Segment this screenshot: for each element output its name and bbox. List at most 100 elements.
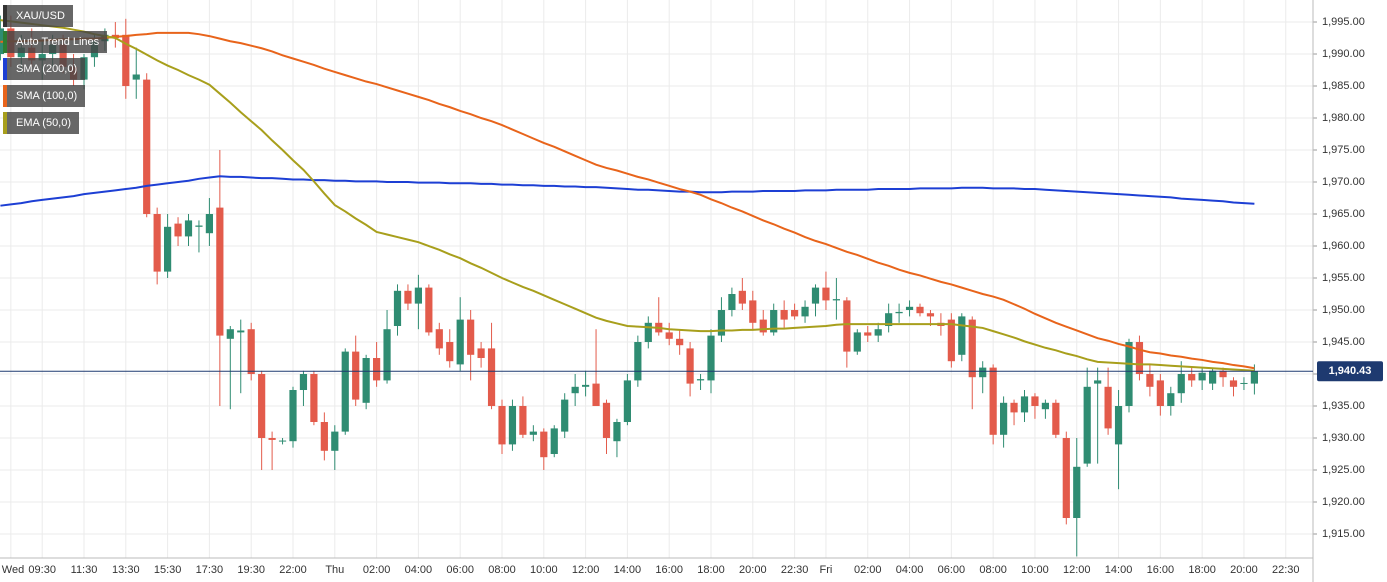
x-tick-label: 08:00 [488, 564, 516, 576]
candle-body [843, 300, 851, 352]
candle-body [822, 287, 830, 301]
candle-body [634, 342, 642, 381]
candle-body [268, 438, 276, 440]
candle-body [247, 329, 255, 375]
candle-body [487, 348, 496, 407]
candle-body [153, 214, 161, 272]
candle-body [1146, 374, 1154, 387]
candle-body [393, 290, 402, 327]
candle-body [477, 348, 485, 359]
candle-body [404, 290, 412, 304]
candle-body [1167, 393, 1175, 407]
candle-body [958, 316, 966, 355]
candle-body [1240, 382, 1248, 384]
candle-body [696, 379, 705, 381]
candle-body [278, 440, 287, 442]
x-tick-label: 22:00 [279, 564, 307, 576]
candle-body [341, 351, 349, 432]
candle-body [853, 332, 861, 352]
candle-body [613, 422, 621, 442]
x-tick-label: 14:00 [614, 564, 642, 576]
candle-body [1083, 386, 1091, 464]
candle-body [28, 47, 36, 61]
candle-body [1135, 342, 1144, 375]
candle-body [184, 220, 193, 237]
y-tick-label: 1,935.00 [1322, 400, 1365, 412]
x-tick-label: 18:00 [1188, 564, 1216, 576]
candle-body [258, 374, 266, 439]
x-tick-label: 22:30 [781, 564, 809, 576]
x-tick-label: 04:00 [896, 564, 924, 576]
ma-line [0, 31, 1255, 370]
y-tick-label: 1,980.00 [1322, 112, 1365, 124]
candle-body [749, 300, 757, 323]
candle-body [1010, 402, 1018, 413]
candle-body [676, 338, 684, 346]
legend-ema50[interactable]: EMA (50,0) [3, 112, 80, 134]
legend-trend-lines[interactable]: Auto Trend Lines [3, 31, 108, 53]
candle-body [289, 390, 297, 442]
y-tick-label: 1,950.00 [1322, 304, 1365, 316]
candle-body [237, 330, 245, 333]
y-tick-label: 1,975.00 [1322, 144, 1365, 156]
ma-line [0, 175, 1255, 207]
candle-body [623, 380, 631, 423]
candle-body [205, 214, 213, 234]
candle-body [801, 306, 809, 317]
y-tick-label: 1,920.00 [1322, 496, 1365, 508]
candle-body [508, 406, 517, 445]
candle-body [1188, 374, 1196, 381]
x-tick-label: 06:00 [938, 564, 966, 576]
candle-body [1000, 402, 1008, 435]
price-label-bg [1317, 361, 1383, 382]
y-tick-label: 1,930.00 [1322, 432, 1365, 444]
y-tick-label: 1,985.00 [1322, 80, 1365, 92]
candle-body [164, 226, 172, 272]
candle-body [195, 225, 203, 227]
candle-body [1031, 396, 1039, 407]
candle-body [1073, 466, 1081, 519]
candle-body [738, 290, 746, 304]
candle-body [362, 358, 370, 403]
candle-body [1020, 396, 1029, 413]
candle-body [780, 310, 788, 320]
x-tick-label: Thu [325, 564, 344, 576]
candle-body [1177, 374, 1185, 394]
x-tick-label: 16:00 [655, 564, 683, 576]
x-tick-label: 12:00 [1063, 564, 1091, 576]
x-tick-label: 22:30 [1272, 564, 1300, 576]
x-tick-label: 06:00 [446, 564, 474, 576]
candle-body [456, 319, 464, 365]
candle-body [644, 322, 652, 343]
x-tick-label: 09:30 [28, 564, 56, 576]
candle-body [707, 335, 715, 381]
candle-body [1219, 370, 1227, 378]
y-tick-label: 1,965.00 [1322, 208, 1365, 220]
candle-body [832, 299, 840, 301]
y-tick-label: 1,990.00 [1322, 48, 1365, 60]
candle-body [1114, 406, 1123, 445]
candle-body [989, 367, 997, 435]
x-tick-label: 11:30 [71, 564, 98, 576]
candle-body [498, 406, 506, 445]
candle-body [979, 367, 987, 378]
candle-body [885, 313, 893, 327]
x-tick-label: 08:00 [979, 564, 1007, 576]
x-tick-label: 02:00 [363, 564, 391, 576]
candle-body [299, 374, 308, 391]
candle-body [1250, 371, 1258, 384]
legend-sma100[interactable]: SMA (100,0) [3, 85, 86, 107]
legend-symbol[interactable]: XAU/USD [3, 5, 73, 27]
candle-body [143, 79, 151, 215]
candle-body [811, 287, 820, 304]
candle-body [320, 422, 328, 451]
candle-body [331, 431, 339, 451]
legend-sma200[interactable]: SMA (200,0) [3, 58, 86, 80]
candle-body [550, 428, 558, 455]
candle-body [38, 54, 46, 61]
x-tick-label: 18:00 [697, 564, 725, 576]
candle-body [874, 329, 882, 336]
candle-body [947, 319, 955, 362]
candle-body [383, 329, 391, 381]
